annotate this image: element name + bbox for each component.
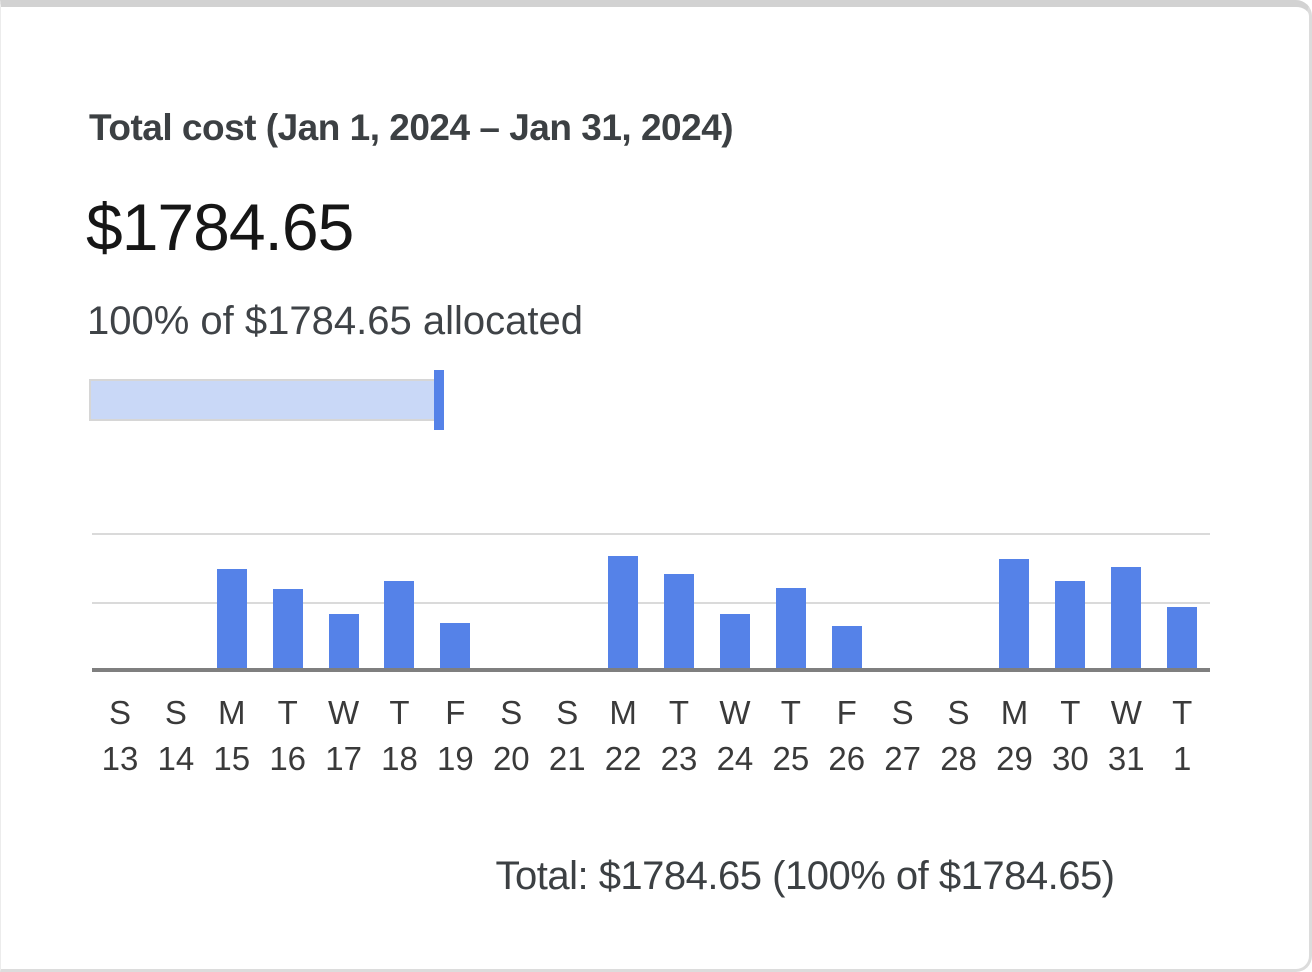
- day-letter-label: T: [668, 694, 690, 731]
- chart-bar[interactable]: [775, 588, 806, 670]
- bars-row: [92, 533, 1210, 670]
- chart-bar-column: [1154, 533, 1210, 670]
- day-letter-label: W: [1110, 694, 1142, 731]
- day-letter-label: T: [1172, 694, 1193, 731]
- date-label: 29: [996, 740, 1033, 777]
- chart-bar-column: [483, 533, 539, 670]
- day-letter-label: F: [836, 694, 857, 731]
- chart-bar-column: [539, 533, 595, 670]
- date-label: 30: [1052, 740, 1089, 777]
- chart-bar[interactable]: [384, 581, 415, 670]
- chart-bar-column: [595, 533, 651, 670]
- chart-bar[interactable]: [1055, 581, 1086, 670]
- chart-bar[interactable]: [608, 556, 639, 670]
- date-label: 31: [1107, 740, 1145, 777]
- gridline-middle: [92, 601, 1210, 604]
- total-summary: Total: $1784.65 (100% of $1784.65): [495, 854, 1115, 898]
- chart-bar-column: [1098, 533, 1154, 670]
- day-letter-label: W: [719, 694, 751, 731]
- day-letter-label: M: [609, 694, 637, 731]
- date-label: 17: [325, 740, 362, 777]
- chart-bar[interactable]: [831, 626, 862, 670]
- chart-bar-column: [875, 533, 931, 670]
- x-axis-line: [92, 668, 1210, 672]
- date-label: 22: [604, 740, 642, 777]
- day-letter-label: T: [1060, 694, 1081, 731]
- chart-bar-column: [987, 533, 1043, 670]
- allocation-summary: 100% of $1784.65 allocated: [87, 299, 583, 343]
- chart-bar-column: [427, 533, 483, 670]
- date-row: 13 14 15 16 17 18 19 20 21 22 23 24 25 26 27 28 29 30 31 1: [92, 740, 1210, 778]
- date-label: 15: [213, 740, 251, 777]
- chart-bar-column: [148, 533, 204, 670]
- chart-bar-column: [931, 533, 987, 670]
- chart-bar-column: [260, 533, 316, 670]
- date-label: 13: [101, 740, 139, 777]
- chart-plot-area: [92, 533, 1210, 672]
- date-label: 24: [716, 740, 754, 777]
- progress-track: [89, 379, 439, 421]
- day-letter-label: S: [556, 694, 579, 731]
- date-label: 21: [548, 740, 586, 777]
- day-letter-label: T: [389, 694, 410, 731]
- day-letter-label: S: [164, 694, 187, 731]
- chart-bar[interactable]: [328, 614, 359, 670]
- chart-bar-column: [204, 533, 260, 670]
- chart-bar[interactable]: [272, 589, 303, 670]
- date-label: 28: [940, 740, 977, 777]
- allocation-progress-bar: [89, 370, 444, 430]
- date-label: 18: [381, 740, 418, 777]
- chart-bar-column: [819, 533, 875, 670]
- total-amount: $1784.65: [86, 190, 354, 264]
- chart-bar[interactable]: [440, 623, 471, 670]
- date-label: 14: [157, 740, 195, 777]
- chart-bar[interactable]: [216, 569, 247, 670]
- day-letter-label: F: [445, 694, 466, 731]
- chart-bar[interactable]: [999, 559, 1030, 670]
- chart-bar-column: [92, 533, 148, 670]
- chart-bar-column: [707, 533, 763, 670]
- chart-bar-column: [316, 533, 372, 670]
- chart-bar[interactable]: [1111, 567, 1142, 670]
- date-label: 19: [437, 740, 474, 777]
- day-letter-label: S: [108, 694, 131, 731]
- chart-bar-column: [1042, 533, 1098, 670]
- card-title: Total cost (Jan 1, 2024 – Jan 31, 2024): [89, 107, 734, 148]
- date-label: 23: [660, 740, 698, 777]
- date-label: 20: [492, 740, 530, 777]
- day-letter-label: M: [1000, 694, 1029, 731]
- day-letter-label: M: [218, 694, 246, 731]
- chart-bar-column: [763, 533, 819, 670]
- day-letter-label: S: [500, 694, 523, 731]
- date-label: 16: [269, 740, 307, 777]
- day-letter-label: T: [277, 694, 298, 731]
- chart-bar[interactable]: [719, 614, 750, 670]
- day-letter-label: S: [891, 694, 914, 731]
- chart-bar[interactable]: [664, 574, 695, 670]
- date-label: 1: [1172, 740, 1192, 777]
- progress-marker: [434, 370, 444, 430]
- chart-bar[interactable]: [1167, 607, 1198, 670]
- footer-row: Total: $1784.65 (100% of $1784.65): [1, 854, 1309, 899]
- date-label: 25: [772, 740, 810, 777]
- date-label: 27: [884, 740, 921, 777]
- day-letter-label: T: [780, 694, 801, 731]
- day-letter-label: S: [947, 694, 970, 731]
- day-letter-label: W: [328, 694, 360, 731]
- chart-bar-column: [372, 533, 428, 670]
- date-label: 26: [828, 740, 866, 777]
- chart-bar-column: [651, 533, 707, 670]
- gridline-top: [92, 533, 1210, 535]
